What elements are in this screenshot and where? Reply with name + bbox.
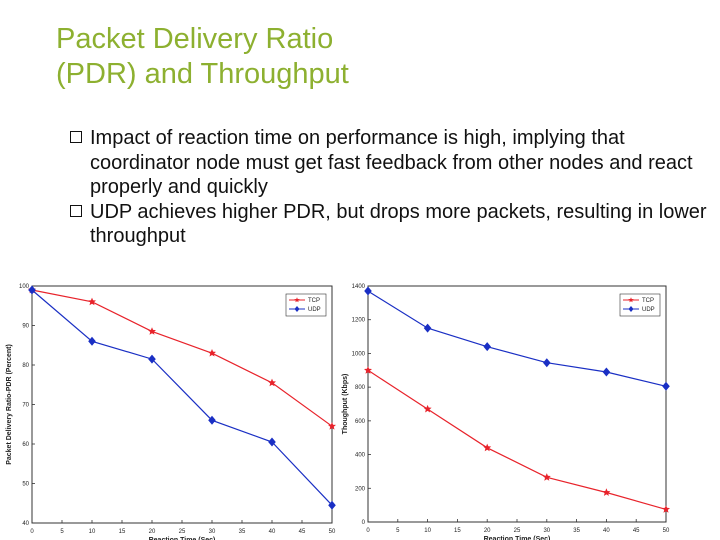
x-tick-label: 35 (573, 528, 580, 534)
y-axis-label: Packet Delivery Ratio-PDR (Percent) (6, 344, 13, 465)
y-tick-label: 0 (362, 520, 366, 526)
x-tick-label: 10 (424, 528, 431, 534)
udp-data-point (148, 354, 156, 364)
tcp-data-point (423, 404, 432, 413)
slide-title: Packet Delivery Ratio (PDR) and Throughp… (56, 22, 696, 92)
y-tick-label: 70 (22, 403, 29, 409)
tcp-data-point (364, 366, 372, 374)
y-tick-label: 1200 (352, 318, 366, 324)
x-tick-label: 20 (149, 529, 156, 535)
tcp-data-point (208, 349, 216, 357)
x-tick-label: 50 (329, 529, 336, 535)
x-axis-label: Reaction Time (Sec) (149, 537, 216, 540)
x-tick-label: 35 (239, 529, 246, 535)
y-tick-label: 200 (355, 486, 366, 492)
slide-title-line-2: (PDR) and Throughput (56, 58, 349, 90)
y-tick-label: 60 (22, 442, 29, 448)
udp-data-point (543, 358, 551, 368)
pdr-chart: 0 5 10 15 20 25 30 35 40 45 50 40 50 60 70 80 90 100 React… (6, 284, 336, 540)
udp-data-point (423, 323, 432, 333)
x-tick-label: 0 (366, 528, 370, 534)
x-tick-label: 5 (60, 529, 64, 535)
x-tick-label: 15 (119, 529, 126, 535)
legend-tcp-marker (294, 297, 300, 303)
tcp-data-point (662, 505, 670, 513)
x-tick-label: 30 (209, 529, 216, 535)
udp-series-line (31, 289, 333, 506)
bullet-item-1: Impact of reaction time on performance i… (70, 126, 710, 200)
x-tick-label: 45 (299, 529, 306, 535)
udp-series-line (367, 290, 667, 387)
x-tick-label: 40 (269, 529, 276, 535)
udp-data-point (364, 286, 372, 296)
x-tick-label: 50 (663, 528, 670, 534)
tcp-data-point (328, 422, 336, 430)
x-tick-label: 20 (484, 528, 491, 534)
y-tick-label: 90 (22, 324, 29, 330)
tcp-series-line (31, 289, 333, 427)
y-tick-label: 1000 (352, 351, 366, 357)
y-tick-label: 400 (355, 453, 366, 459)
legend-label: TCP (308, 298, 320, 304)
legend-label: TCP (642, 298, 654, 304)
udp-data-point (268, 437, 276, 447)
y-tick-label: 1400 (352, 284, 366, 290)
bullet-list: Impact of reaction time on performance i… (70, 126, 710, 249)
udp-data-point (483, 342, 491, 352)
legend-udp-marker (628, 306, 634, 312)
y-tick-label: 40 (22, 521, 29, 527)
x-tick-label: 10 (89, 529, 96, 535)
bullet-text-2: UDP achieves higher PDR, but drops more … (90, 200, 707, 248)
tcp-data-point (483, 443, 492, 452)
udp-data-point (328, 500, 336, 510)
square-bullet-icon (70, 131, 82, 143)
plot-frame (367, 285, 667, 523)
x-tick-label: 30 (543, 528, 550, 534)
slide-title-line-1: Packet Delivery Ratio (56, 23, 334, 55)
square-bullet-icon (70, 204, 82, 217)
tcp-data-point (88, 297, 96, 306)
bullet-item-2: UDP achieves higher PDR, but drops more … (70, 200, 710, 249)
udp-data-point (28, 285, 36, 295)
legend-label: UDP (642, 307, 655, 313)
y-tick-label: 600 (355, 419, 366, 425)
x-tick-label: 15 (454, 528, 461, 534)
udp-data-point (602, 367, 611, 377)
x-axis-label: Reaction Time (Sec) (484, 536, 551, 540)
legend-label: UDP (308, 307, 321, 313)
udp-data-point (88, 336, 96, 346)
tcp-data-point (602, 488, 611, 496)
y-tick-label: 80 (22, 363, 29, 369)
tcp-data-point (542, 473, 551, 481)
x-tick-label: 25 (514, 528, 521, 534)
x-tick-label: 0 (30, 529, 34, 535)
x-tick-label: 45 (633, 528, 640, 534)
legend-udp-marker (294, 306, 300, 312)
tcp-data-point (268, 378, 276, 387)
legend-tcp-marker (628, 297, 634, 303)
y-tick-label: 100 (19, 284, 30, 290)
udp-data-point (208, 415, 216, 425)
tcp-data-point (148, 327, 156, 335)
y-tick-label: 50 (22, 482, 29, 488)
x-tick-label: 5 (396, 528, 400, 534)
y-axis-label: Thoughput (Kbps) (342, 374, 349, 435)
x-tick-label: 25 (179, 529, 186, 535)
udp-data-point (662, 381, 670, 391)
x-tick-label: 40 (603, 528, 610, 534)
bullet-text-1: Impact of reaction time on performance i… (90, 127, 693, 198)
y-tick-label: 800 (355, 385, 366, 391)
tcp-series-line (367, 369, 667, 510)
throughput-chart: 0 5 10 15 20 25 30 35 40 45 50 0 200 400 600 800 1000 120… (342, 284, 670, 540)
plot-frame (31, 285, 333, 524)
